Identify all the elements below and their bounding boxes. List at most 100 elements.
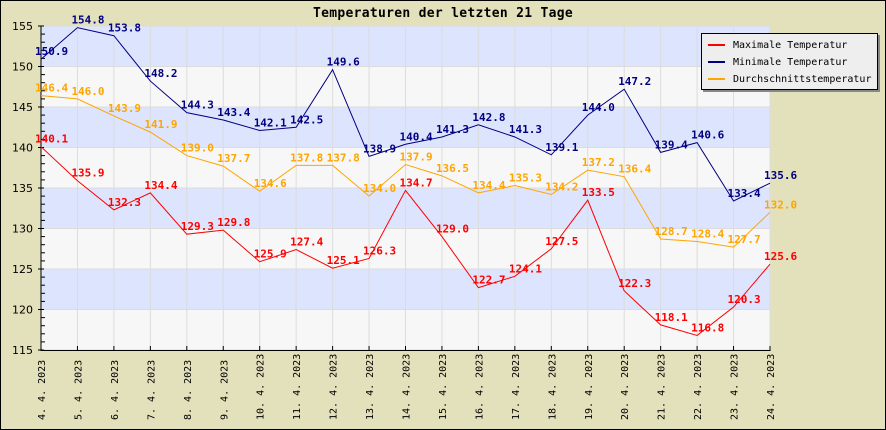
data-label: 143.4 [217,106,250,119]
data-label: 137.8 [290,151,323,164]
data-label: 133.5 [582,186,615,199]
legend-label-avg: Durchschnittstemperatur [733,73,872,85]
data-label: 116.8 [691,321,724,334]
legend-item-avg: Durchschnittstemperatur [708,72,871,86]
data-label: 136.5 [436,162,469,175]
data-label: 146.0 [71,85,104,98]
data-label: 143.9 [108,102,141,115]
data-label: 147.2 [618,75,651,88]
data-label: 129.3 [181,220,214,233]
series-line-0 [40,146,771,336]
series-line-1 [40,27,771,202]
y-tick-label: 150 [12,61,33,74]
data-label: 129.8 [217,216,250,229]
data-label: 140.1 [35,133,68,146]
data-label: 129.0 [436,223,469,236]
data-label: 148.2 [144,67,177,80]
data-label: 139.4 [655,138,688,151]
data-label: 125.6 [764,250,797,263]
x-tick-label: 15. 4. 2023 [438,354,449,420]
data-label: 140.6 [691,129,724,142]
data-label: 128.7 [655,225,688,238]
data-label: 132.0 [764,198,797,211]
x-tick-label: 5. 4. 2023 [73,360,84,420]
data-label: 122.3 [618,277,651,290]
data-label: 127.7 [728,233,761,246]
legend-label-min: Minimale Temperatur [733,56,848,68]
series-line-2 [40,95,771,248]
data-label: 142.5 [290,113,323,126]
data-label: 153.8 [108,22,141,35]
x-tick-label: 21. 4. 2023 [657,354,668,420]
data-label: 135.3 [509,172,542,185]
data-label: 144.0 [582,101,615,114]
data-label: 118.1 [655,311,688,324]
data-label: 140.4 [400,130,433,143]
data-label: 137.2 [582,156,615,169]
data-label: 128.4 [691,227,724,240]
data-label: 137.7 [217,152,250,165]
x-tick-label: 4. 4. 2023 [37,360,48,420]
y-tick-label: 135 [12,182,33,195]
data-label: 137.9 [400,151,433,164]
data-label: 132.3 [108,196,141,209]
data-label: 134.7 [400,176,433,189]
x-tick-label: 10. 4. 2023 [256,354,267,420]
data-label: 135.6 [764,169,797,182]
data-label: 139.1 [545,141,578,154]
data-label: 127.5 [545,235,578,248]
data-label: 141.3 [436,123,469,136]
x-tick-label: 13. 4. 2023 [365,354,376,420]
data-label: 125.9 [254,248,287,261]
y-tick-label: 120 [12,304,33,317]
x-tick-label: 17. 4. 2023 [511,354,522,420]
y-tick-label: 145 [12,101,33,114]
data-label: 134.6 [254,177,287,190]
x-tick-label: 18. 4. 2023 [547,354,558,420]
chart-legend: Maximale Temperatur Minimale Temperatur … [701,33,878,90]
data-label: 142.1 [254,116,287,129]
data-label: 141.9 [144,118,177,131]
legend-swatch-avg [708,78,725,80]
x-tick-label: 14. 4. 2023 [402,354,413,420]
data-label: 138.9 [363,142,396,155]
data-label: 142.8 [472,111,505,124]
legend-item-min: Minimale Temperatur [708,55,847,69]
data-label: 150.9 [35,45,68,58]
data-label: 125.1 [327,254,360,267]
x-tick-label: 20. 4. 2023 [620,354,631,420]
x-tick-label: 19. 4. 2023 [584,354,595,420]
y-tick-label: 125 [12,263,33,276]
x-tick-label: 6. 4. 2023 [110,360,121,420]
data-label: 124.1 [509,262,542,275]
data-label: 149.6 [327,56,360,69]
x-tick-label: 22. 4. 2023 [693,354,704,420]
data-label: 146.4 [35,82,68,95]
x-tick-label: 9. 4. 2023 [219,360,230,420]
x-tick-label: 12. 4. 2023 [329,354,340,420]
data-label: 133.4 [728,187,761,200]
data-label: 154.8 [71,14,104,27]
data-label: 141.3 [509,123,542,136]
data-label: 120.3 [728,293,761,306]
data-label: 136.4 [618,163,651,176]
x-tick-label: 11. 4. 2023 [292,354,303,420]
data-label: 134.4 [472,179,505,192]
data-label: 134.0 [363,182,396,195]
data-label: 139.0 [181,142,214,155]
y-tick-label: 155 [12,20,33,33]
x-tick-label: 7. 4. 2023 [146,360,157,420]
chart-title: Temperaturen der letzten 21 Tage [312,6,574,21]
data-label: 144.3 [181,99,214,112]
data-label: 134.4 [144,179,177,192]
x-tick-label: 8. 4. 2023 [183,360,194,420]
legend-item-max: Maximale Temperatur [708,38,847,52]
y-tick-label: 130 [12,223,33,236]
data-label: 126.3 [363,244,396,257]
legend-swatch-max [708,44,725,46]
y-tick-label: 140 [12,142,33,155]
data-label: 135.9 [71,167,104,180]
x-tick-label: 23. 4. 2023 [730,354,741,420]
x-tick-label: 24. 4. 2023 [766,354,777,420]
